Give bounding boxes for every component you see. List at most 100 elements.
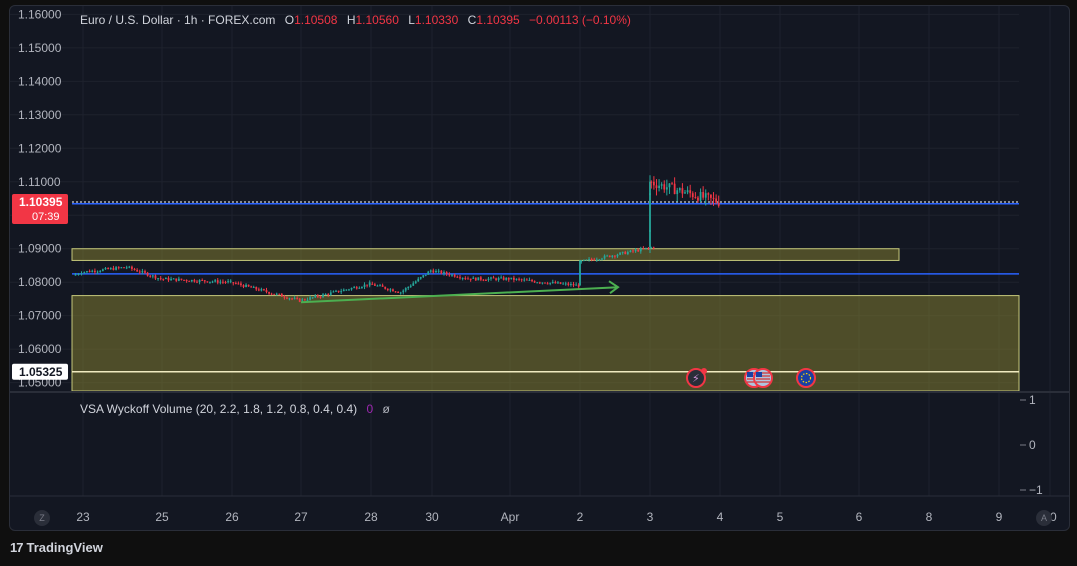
candle-body (665, 187, 668, 190)
symbol-title[interactable]: Euro / U.S. Dollar · 1h · FOREX.com (80, 13, 276, 27)
candle-body (77, 274, 80, 276)
candle-body (707, 193, 710, 195)
trend-arrow-line (300, 286, 619, 304)
candle-body (342, 289, 345, 292)
candle-body (619, 252, 621, 255)
candle-body (562, 283, 565, 285)
candle-body (445, 272, 448, 275)
candle-body (608, 255, 611, 258)
candle-body (590, 258, 593, 260)
candle-body (170, 278, 172, 281)
candle-body (464, 277, 467, 279)
indicator-value: 0 (366, 402, 374, 416)
candle-body (676, 190, 679, 195)
candle-body (125, 267, 128, 269)
candle-body (263, 289, 265, 291)
candle-body (634, 249, 637, 252)
candle-body (154, 275, 157, 279)
candle-body (523, 279, 526, 281)
candle-body (689, 190, 692, 194)
candle-body (88, 271, 91, 273)
close-value: 1.10395 (476, 13, 520, 27)
candle-body (91, 270, 94, 273)
change-value: −0.00113 (−0.10%) (529, 13, 631, 27)
svg-text:⚡: ⚡ (692, 372, 700, 385)
candle-body (412, 283, 415, 286)
candle-body (440, 270, 443, 274)
candle-body (485, 279, 487, 281)
candle-body (497, 278, 500, 280)
candle-body (250, 286, 253, 288)
candle-body (603, 255, 606, 259)
candle-body (353, 287, 356, 289)
candle-body (193, 279, 196, 282)
candle-body (582, 259, 585, 261)
candle-body (414, 281, 417, 284)
indicator-y-tick-label: 0 (1029, 438, 1036, 452)
candle-body (283, 296, 286, 298)
candle-body (456, 276, 459, 278)
candle-body (717, 202, 720, 206)
indicator-legend[interactable]: VSA Wyckoff Volume (20, 2.2, 1.8, 1.2, 0… (80, 402, 390, 416)
candle-body (515, 278, 518, 280)
trend-arrow-head (608, 280, 620, 295)
tradingview-logo[interactable]: 17 TradingView (10, 540, 103, 555)
candle-body (247, 284, 250, 287)
candle-body (120, 267, 123, 269)
candle-body (172, 278, 175, 280)
candle-body (459, 277, 461, 279)
candle-body (128, 266, 131, 268)
candle-body (616, 254, 619, 257)
candle-body (183, 279, 185, 281)
candle-body (232, 282, 235, 284)
y-tick-label: 1.14000 (18, 74, 62, 88)
candle-body (671, 183, 673, 185)
candle-body (117, 267, 120, 269)
candle-body (345, 289, 348, 291)
candle-body (424, 274, 427, 276)
candle-body (115, 267, 117, 270)
candle-body (477, 277, 480, 281)
y-tick-label: 1.13000 (18, 108, 62, 122)
candle-body (472, 277, 475, 279)
eye-icon[interactable]: ø (382, 402, 390, 416)
candle-body (422, 275, 425, 278)
candle-body (429, 270, 432, 272)
candle-body (324, 294, 327, 296)
x-tick-label: 27 (294, 510, 308, 524)
candle-body (593, 259, 596, 261)
candle-body (240, 283, 242, 286)
current-price-tag: 1.10395 (19, 195, 63, 209)
candle-body (252, 286, 255, 288)
chart-canvas[interactable]: 1.16000 1.15000 1.14000 1.13000 1.12000 1.110… (10, 6, 1069, 530)
candle-body (270, 293, 273, 295)
candle-body (448, 274, 451, 276)
candle-body (133, 268, 136, 270)
auto-scale-button[interactable]: A (1036, 510, 1052, 526)
chart-frame[interactable]: 1.16000 1.15000 1.14000 1.13000 1.12000 1.110… (9, 5, 1070, 531)
indicator-y-tick-label: −1 (1029, 483, 1043, 497)
candle-body (392, 289, 394, 292)
candle-body (642, 248, 645, 250)
candle-body (275, 293, 278, 295)
high-label: H (346, 13, 356, 27)
candle-body (611, 255, 614, 258)
candle-body (580, 260, 583, 263)
candle-body (255, 286, 258, 290)
candle-body (564, 283, 567, 285)
zoom-z-button[interactable]: Z (34, 510, 50, 526)
candle-body (684, 192, 686, 194)
indicator-label[interactable]: VSA Wyckoff Volume (20, 2.2, 1.8, 1.2, 0… (80, 402, 358, 416)
candle-body (101, 269, 104, 272)
candle-body (655, 185, 658, 189)
candle-body (273, 293, 276, 295)
candle-body (335, 290, 337, 292)
candle-body (280, 293, 283, 297)
candle-body (409, 285, 412, 287)
low-value: 1.10330 (414, 13, 459, 27)
candle-body (361, 286, 363, 288)
open-value: 1.10508 (294, 13, 338, 27)
candle-body (74, 274, 77, 276)
candle-body (505, 277, 508, 280)
candle-body (288, 298, 291, 300)
